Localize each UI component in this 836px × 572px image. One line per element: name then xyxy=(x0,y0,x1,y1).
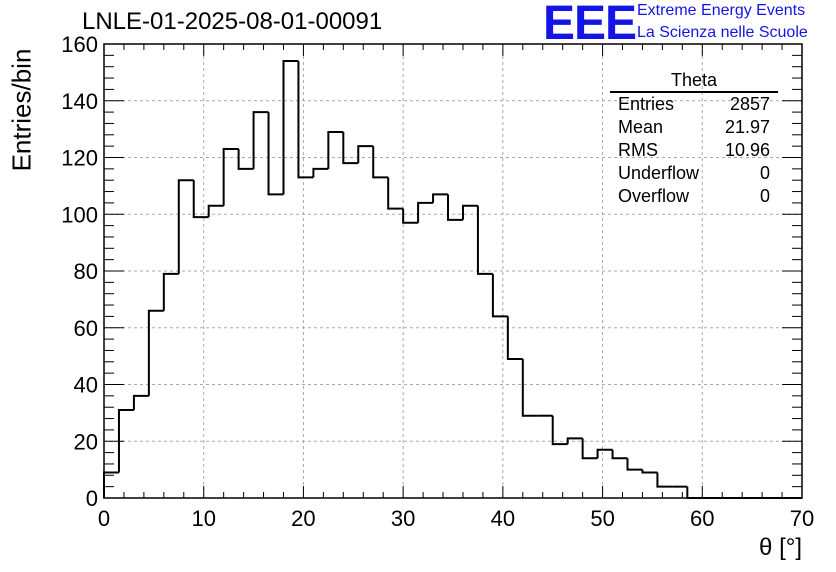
stats-row: Entries 2857 xyxy=(610,93,778,116)
histogram-bin xyxy=(506,316,523,360)
histogram-bin xyxy=(432,193,449,203)
stats-label: Mean xyxy=(618,117,664,137)
stats-value: 2857 xyxy=(729,94,770,114)
stats-row: RMS 10.96 xyxy=(610,139,778,162)
histogram-bin xyxy=(297,61,314,179)
y-tick-label: 140 xyxy=(61,89,98,114)
x-tick-label: 30 xyxy=(391,506,415,531)
histogram-bin xyxy=(596,448,613,459)
histogram-bin xyxy=(222,147,239,206)
stats-value: 0 xyxy=(759,163,770,183)
y-tick-label: 80 xyxy=(74,259,98,284)
stats-label: Underflow xyxy=(618,163,700,183)
histogram-bin xyxy=(656,472,673,488)
histogram-bin xyxy=(417,201,434,223)
histogram-bin xyxy=(162,272,179,311)
histogram-bins xyxy=(103,60,802,499)
histogram-bin xyxy=(252,111,269,169)
histogram-bin xyxy=(476,205,493,275)
histogram-bin xyxy=(611,449,628,460)
histogram-bin xyxy=(117,409,134,473)
x-tick-label: 0 xyxy=(98,506,110,531)
histogram-bin xyxy=(132,394,149,411)
stats-title: Theta xyxy=(610,70,778,93)
stats-row: Mean 21.97 xyxy=(610,116,778,139)
histogram-bin xyxy=(342,131,359,165)
chart-title: LNLE-01-2025-08-01-00091 xyxy=(82,8,383,35)
logo-line-1: Extreme Energy Events xyxy=(637,2,806,19)
histogram-bin xyxy=(566,437,583,445)
histogram-bin xyxy=(551,415,568,446)
histogram-bin xyxy=(461,204,478,220)
histogram-bin xyxy=(626,458,643,471)
histogram-bin xyxy=(192,180,209,219)
eee-logo: EEE xyxy=(543,0,637,50)
histogram-bin xyxy=(237,148,254,170)
histogram-bin xyxy=(387,177,404,210)
stats-value: 10.96 xyxy=(724,140,770,160)
stats-label: Overflow xyxy=(618,186,690,206)
y-tick-label: 120 xyxy=(61,146,98,171)
x-axis-label: θ [°] xyxy=(759,534,802,561)
x-tick-label: 40 xyxy=(491,506,515,531)
histogram-bin xyxy=(207,204,224,218)
histogram-bin xyxy=(103,471,119,498)
histogram-bin xyxy=(327,130,344,169)
histogram-bin xyxy=(641,469,658,474)
histogram-bin xyxy=(312,167,329,178)
histogram-bin xyxy=(177,179,194,274)
histogram-bin xyxy=(521,358,538,417)
histogram-bin xyxy=(267,112,284,196)
y-axis-label: Entries/bin xyxy=(6,48,37,172)
histogram-bin xyxy=(581,438,598,460)
stats-label: RMS xyxy=(618,140,658,160)
axis-ticks xyxy=(103,43,803,499)
x-tick-label: 70 xyxy=(790,506,814,531)
tick-labels: 0 10 20 30 40 50 60 70 0 20 40 60 80 100 120 140 160 xyxy=(61,32,814,531)
histogram-bin xyxy=(402,208,419,224)
stats-value: 21.97 xyxy=(724,117,770,137)
x-tick-label: 50 xyxy=(590,506,614,531)
histogram-bin xyxy=(686,486,703,499)
histogram-bin xyxy=(357,145,374,164)
x-tick-label: 10 xyxy=(191,506,215,531)
histogram-bin xyxy=(491,273,508,318)
stats-row: Overflow 0 xyxy=(610,185,778,208)
stats-box: Theta Entries 2857 Mean 21.97 RMS 10.96 Underf… xyxy=(610,70,778,208)
y-tick-label: 100 xyxy=(61,202,98,227)
y-tick-label: 60 xyxy=(74,316,98,341)
stats-rows: Entries 2857 Mean 21.97 RMS 10.96 Underflow 0 Ov… xyxy=(610,93,778,208)
logo-line-2: La Scienza nelle Scuole xyxy=(637,24,808,41)
stats-row: Underflow 0 xyxy=(610,162,778,185)
histogram-bin xyxy=(147,309,164,396)
x-tick-label: 20 xyxy=(291,506,315,531)
histogram-bin xyxy=(447,194,463,221)
y-tick-label: 20 xyxy=(74,429,98,454)
x-tick-label: 60 xyxy=(690,506,714,531)
histogram-bin xyxy=(372,146,389,179)
y-tick-label: 0 xyxy=(86,486,98,511)
y-tick-label: 40 xyxy=(74,373,98,398)
stats-label: Entries xyxy=(618,94,675,114)
histogram-bin xyxy=(282,60,299,195)
stats-value: 0 xyxy=(759,186,770,206)
y-tick-label: 160 xyxy=(61,32,98,57)
